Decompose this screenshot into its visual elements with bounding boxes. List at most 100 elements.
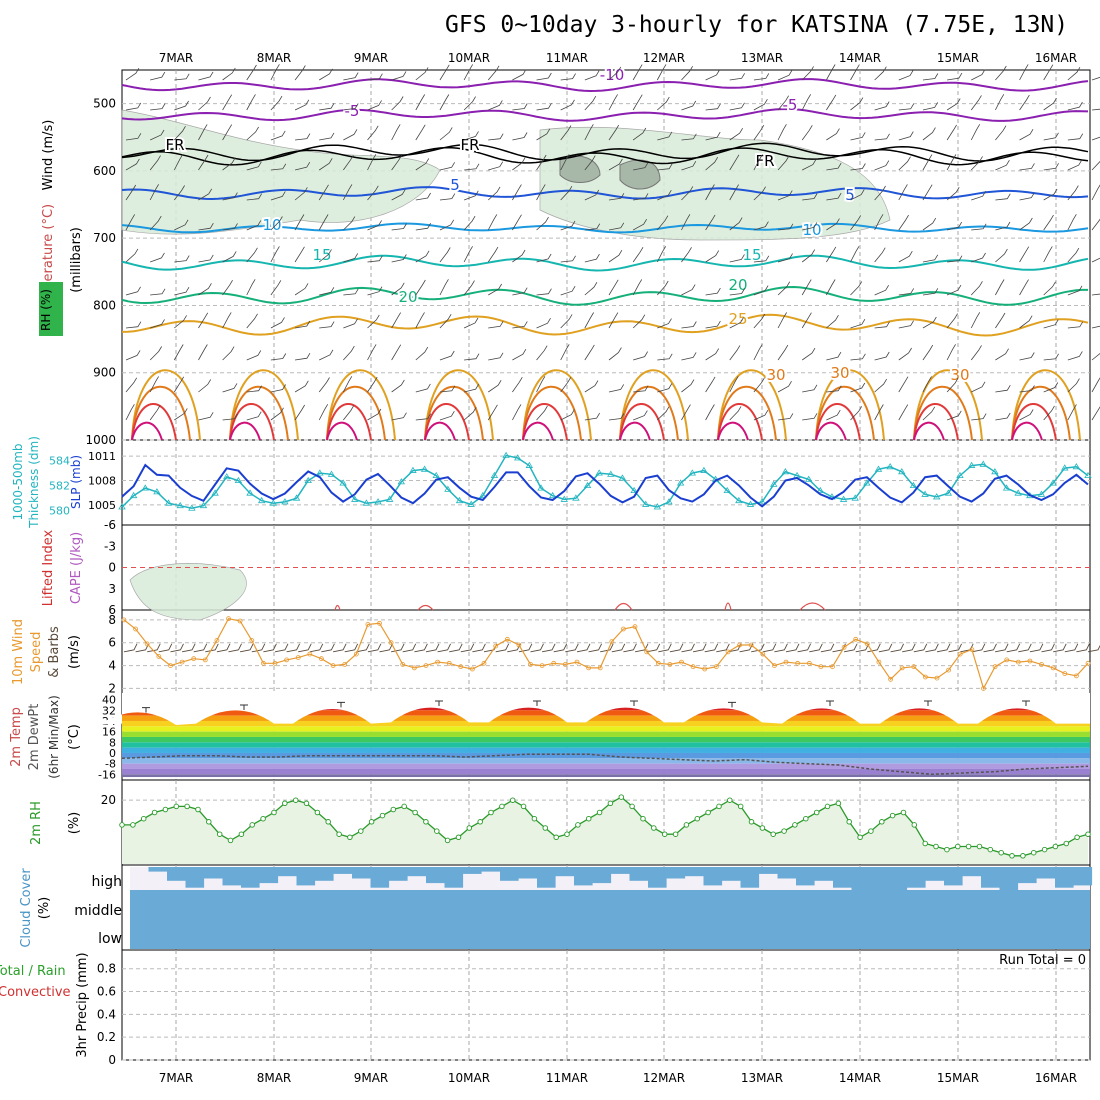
panel-label-thickness-1: 1000-500mb — [11, 443, 25, 520]
rh-shading-dark — [619, 159, 661, 190]
surface-temperature-loop-1-0 — [229, 369, 299, 441]
temperature-tick-label: 8 — [109, 736, 116, 749]
upper-wind-barb — [705, 214, 716, 231]
upper-wind-barb — [898, 131, 914, 141]
thickness-point — [502, 451, 510, 458]
precip-tick-label: 0.6 — [97, 985, 116, 999]
wind-speed-point — [133, 626, 139, 632]
upper-wind-barb — [705, 184, 715, 201]
upper-wind-barb — [1067, 214, 1077, 231]
rh2m-tick-label: 20 — [101, 793, 116, 807]
upper-wind-barb — [560, 255, 576, 263]
temperature-band-10 — [122, 753, 1090, 759]
rh2m-point — [976, 843, 983, 850]
temperature-contour-6 — [121, 254, 1089, 272]
thickness-point — [141, 484, 149, 491]
wind-speed-tick-label: 8 — [108, 613, 116, 627]
rh2m-point — [813, 809, 820, 816]
upper-wind-barb — [705, 103, 721, 111]
upper-wind-barb — [536, 345, 548, 361]
surface-wind-barb — [321, 643, 335, 653]
contour-label: -10 — [600, 66, 625, 84]
rh2m-area — [122, 797, 1088, 864]
thickness-point — [583, 481, 592, 489]
upper-wind-barb — [415, 312, 425, 329]
upper-wind-barb — [946, 284, 962, 296]
upper-wind-barb — [270, 216, 283, 231]
upper-wind-barb — [898, 156, 911, 171]
upper-wind-barb — [1019, 315, 1033, 329]
surface-wind-barb — [158, 643, 173, 653]
upper-wind-barb — [826, 94, 837, 111]
upper-wind-barb — [536, 216, 549, 231]
cloud-cover-high-bar — [666, 867, 686, 879]
cloud-cover-high-bar — [537, 867, 556, 888]
upper-wind-barb — [246, 279, 256, 296]
upper-wind-barb — [343, 253, 359, 263]
upper-wind-barb — [295, 133, 311, 141]
surface-wind-barb — [123, 643, 138, 653]
wind-speed-series-line — [123, 618, 1089, 690]
cloud-cover-high-bar — [777, 867, 797, 879]
upper-wind-barb — [246, 193, 262, 201]
upper-wind-barb — [729, 317, 744, 329]
upper-wind-barb — [1043, 246, 1053, 263]
upper-wind-barb — [270, 95, 283, 111]
surface-wind-barb — [902, 643, 916, 653]
thickness-point — [211, 489, 219, 496]
upper-wind-barb — [729, 73, 745, 81]
upper-wind-barb — [729, 345, 741, 361]
upper-wind-barb — [391, 223, 407, 231]
surface-temperature-loop-8-2 — [913, 403, 959, 441]
upper-wind-barb — [463, 246, 473, 263]
upper-wind-barb — [415, 413, 432, 421]
upper-wind-barb — [656, 280, 669, 296]
wind-speed-point — [249, 638, 255, 643]
upper-wind-barb — [343, 318, 358, 329]
chart-title: GFS 0~10day 3-hourly for KATSINA (7.75E,… — [445, 12, 1069, 38]
upper-wind-barb — [584, 189, 600, 201]
surface-wind-barb — [855, 643, 870, 653]
upper-wind-barb — [946, 313, 958, 329]
upper-wind-barb — [874, 247, 886, 263]
upper-wind-barb — [463, 280, 475, 296]
contour-label: FR — [165, 136, 184, 154]
rh2m-point — [1041, 846, 1048, 853]
precip-tick-label: 0.2 — [97, 1030, 116, 1044]
upper-wind-barb — [198, 154, 209, 171]
upper-wind-barb — [802, 193, 818, 201]
panel-label-convective: Convective — [0, 985, 71, 1000]
surface-wind-barb — [820, 643, 835, 653]
upper-wind-barb — [802, 384, 818, 393]
upper-wind-barb — [560, 285, 576, 296]
upper-wind-barb — [850, 246, 860, 263]
cloud-cover-high-bar — [241, 867, 260, 888]
upper-wind-barb — [584, 124, 594, 141]
lifted-index-curve-0 — [334, 604, 341, 611]
wind-speed-point — [888, 676, 893, 682]
upper-wind-barb — [125, 67, 140, 81]
wind-speed-point — [864, 641, 870, 647]
upper-wind-barb — [850, 97, 864, 111]
upper-wind-barb — [560, 344, 570, 361]
cloud-cover-high-bar — [518, 867, 538, 879]
upper-wind-barb — [319, 102, 335, 111]
upper-wind-barb — [608, 66, 622, 81]
upper-wind-barb — [826, 314, 839, 329]
upper-wind-barb — [270, 407, 284, 421]
cloud-cover-high-bar — [611, 867, 630, 874]
rh2m-point — [607, 800, 614, 807]
thickness-point — [886, 463, 894, 470]
surface-wind-barb — [286, 643, 301, 653]
upper-wind-barb — [633, 385, 649, 393]
upper-wind-barb — [656, 64, 667, 81]
rh2m-point — [683, 822, 690, 828]
upper-wind-barb — [584, 223, 601, 231]
upper-wind-barb — [946, 98, 961, 111]
upper-wind-barb — [560, 314, 573, 329]
upper-wind-barb — [922, 406, 936, 421]
upper-wind-barb — [439, 193, 456, 201]
surface-wind-barb — [785, 643, 800, 653]
upper-wind-barb — [802, 222, 818, 231]
upper-wind-barb — [1091, 293, 1100, 296]
